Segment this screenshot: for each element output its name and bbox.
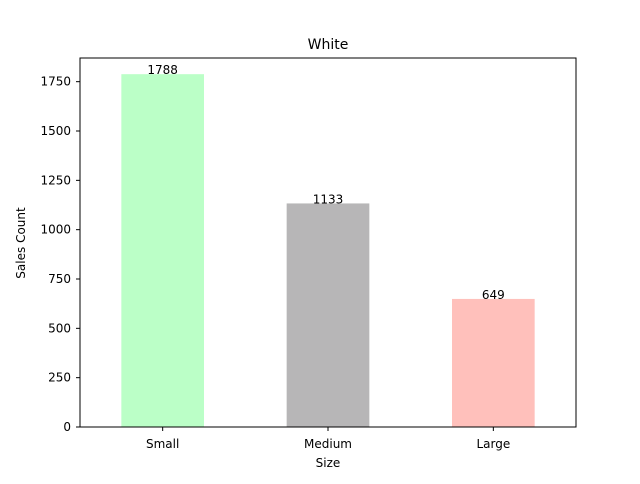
y-tick-label-500: 500 <box>48 321 71 335</box>
data-label-small: 1788 <box>147 63 178 77</box>
bar-large <box>452 298 535 427</box>
x-tick-label-medium: Medium <box>304 437 352 451</box>
y-tick-label-1000: 1000 <box>40 223 71 237</box>
bar-medium <box>286 203 370 427</box>
y-tick-label-750: 750 <box>48 272 71 286</box>
bars-layer <box>121 74 535 427</box>
x-tick-label-small: Small <box>146 437 179 451</box>
data-label-medium: 1133 <box>313 192 344 206</box>
data-label-large: 649 <box>482 288 505 302</box>
y-tick-label-1250: 1250 <box>40 173 71 187</box>
y-axis-label: Sales Count <box>14 207 28 279</box>
bar-small <box>121 74 204 427</box>
plot-area-frame <box>79 57 577 428</box>
x-axis-ticks: Small Medium Large <box>146 427 510 451</box>
y-tick-label-1750: 1750 <box>40 75 71 89</box>
y-tick-label-1500: 1500 <box>40 124 71 138</box>
y-tick-label-0: 0 <box>63 420 71 434</box>
y-tick-label-250: 250 <box>48 371 71 385</box>
x-tick-label-large: Large <box>476 437 510 451</box>
y-axis-ticks: 0 250 500 750 1000 1250 1500 1750 <box>40 75 80 434</box>
x-axis-label: Size <box>316 456 341 470</box>
data-labels-layer: 1788 1133 649 <box>147 63 504 302</box>
chart-title: White <box>308 37 349 53</box>
